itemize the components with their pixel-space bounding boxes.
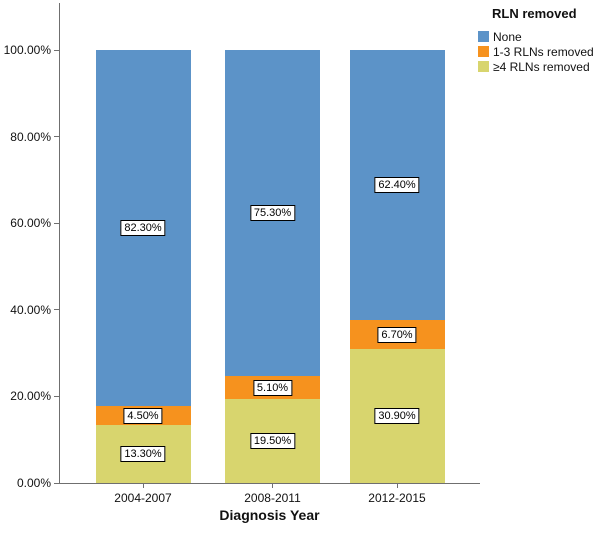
- y-tick-mark: [54, 222, 59, 224]
- bar-value-label: 5.10%: [252, 379, 293, 396]
- bar-value-label: 62.40%: [374, 177, 420, 194]
- legend-item-none: None: [478, 29, 594, 44]
- y-axis-line: [59, 3, 60, 483]
- y-tick-mark: [54, 395, 59, 397]
- bar-value-label: 13.30%: [120, 446, 166, 463]
- bar-value-label: 75.30%: [249, 205, 296, 222]
- legend-item-4plus-rlns: ≥4 RLNs removed: [478, 59, 594, 74]
- legend-item-label: 1-3 RLNs removed: [493, 44, 594, 59]
- bar-value-label: 4.50%: [123, 407, 163, 424]
- y-tick-mark: [54, 49, 59, 51]
- legend: RLN removed None 1-3 RLNs removed ≥4 RLN…: [478, 6, 594, 74]
- y-tick-mark: [54, 136, 59, 138]
- bar-value-label: 82.30%: [120, 219, 166, 236]
- y-tick-mark: [54, 482, 59, 484]
- x-tick-mark: [396, 483, 398, 488]
- legend-swatch-4plus-rlns-icon: [478, 61, 489, 72]
- y-tick-label: 20.00%: [10, 389, 51, 404]
- y-tick-label: 40.00%: [10, 302, 51, 317]
- bar-value-label: 19.50%: [249, 432, 296, 449]
- y-tick-label: 80.00%: [10, 129, 51, 144]
- legend-swatch-1-3-rlns-icon: [478, 46, 489, 57]
- legend-item-1-3-rlns: 1-3 RLNs removed: [478, 44, 594, 59]
- x-tick-mark: [142, 483, 144, 488]
- y-tick-label: 100.00%: [3, 43, 51, 57]
- x-category-label: 2008-2011: [244, 491, 301, 505]
- y-tick-label: 0.00%: [16, 476, 51, 490]
- y-tick-mark: [54, 309, 59, 311]
- x-tick-mark: [272, 483, 273, 488]
- legend-item-label: ≥4 RLNs removed: [493, 59, 590, 74]
- x-axis-line: [59, 483, 480, 484]
- x-category-label: 2012-2015: [368, 491, 426, 505]
- legend-item-label: None: [493, 29, 522, 44]
- bar-value-label: 30.90%: [374, 408, 420, 425]
- bar-value-label: 6.70%: [377, 326, 417, 343]
- y-tick-label: 60.00%: [10, 216, 51, 231]
- legend-title: RLN removed: [492, 6, 577, 21]
- x-axis-title: Diagnosis Year: [219, 507, 320, 523]
- x-category-label: 2004-2007: [114, 491, 172, 505]
- legend-swatch-none-icon: [478, 31, 489, 42]
